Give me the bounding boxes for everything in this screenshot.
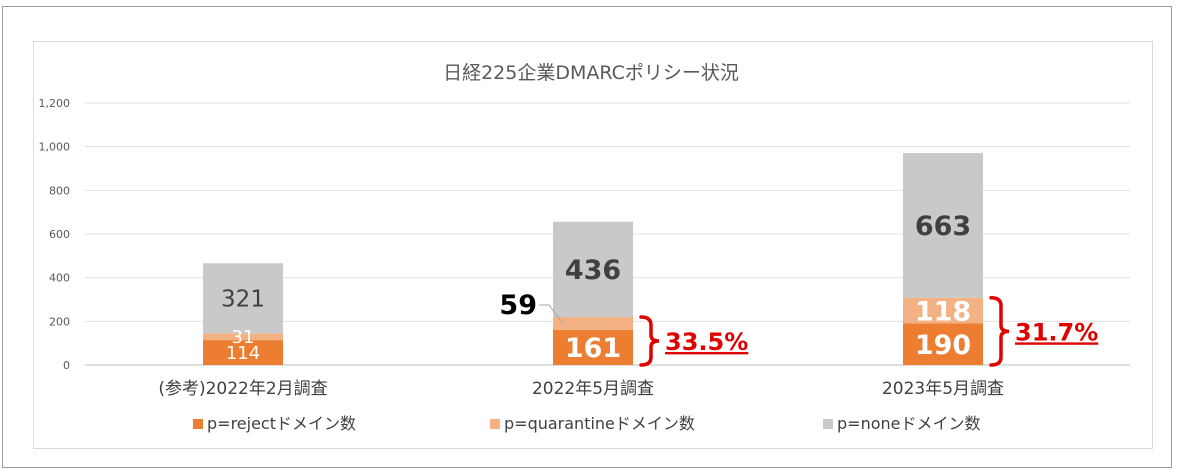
x-category-label: 2022年5月調査 [532,379,654,399]
percentage-annotation: 31.7% [1015,318,1098,346]
data-label: 31 [232,327,255,348]
legend-label: p=rejectドメイン数 [207,414,356,433]
y-tick-label: 600 [49,228,70,241]
y-tick-label: 200 [49,315,70,328]
y-tick-label: 800 [49,184,70,197]
y-tick-label: 0 [63,359,70,372]
bar-segment [553,316,633,330]
legend-label: p=quarantineドメイン数 [504,414,695,433]
percentage-annotation: 33.5% [665,328,748,356]
legend-swatch [490,419,500,429]
data-label: 436 [565,255,621,286]
bar-segment [553,329,633,365]
x-category-label: (参考)2022年2月調査 [158,379,327,399]
y-tick-label: 400 [49,272,70,285]
legend-swatch [823,419,833,429]
data-label: 161 [565,333,621,364]
legend-swatch [193,419,203,429]
bar-segment [203,263,283,334]
data-label: 59 [499,290,537,321]
callout-leader-line [539,304,564,324]
bar-segment [903,297,983,324]
data-label: 663 [915,211,971,242]
bar-segment [903,323,983,365]
data-label: 321 [221,287,265,313]
bar-segment [203,333,283,341]
legend-label: p=noneドメイン数 [837,414,980,433]
bracket [639,315,660,367]
bar-segment [553,221,633,317]
data-label: 114 [226,343,260,364]
data-label: 190 [915,330,971,361]
data-label: 118 [915,296,971,327]
y-tick-label: 1,000 [39,141,71,154]
y-tick-label: 1,200 [39,97,71,110]
bar-segment [203,340,283,365]
x-category-label: 2023年5月調査 [882,379,1004,399]
bar-segment [903,152,983,298]
chart-title: 日経225企業DMARCポリシー状況 [443,62,739,84]
bracket [989,296,1010,367]
